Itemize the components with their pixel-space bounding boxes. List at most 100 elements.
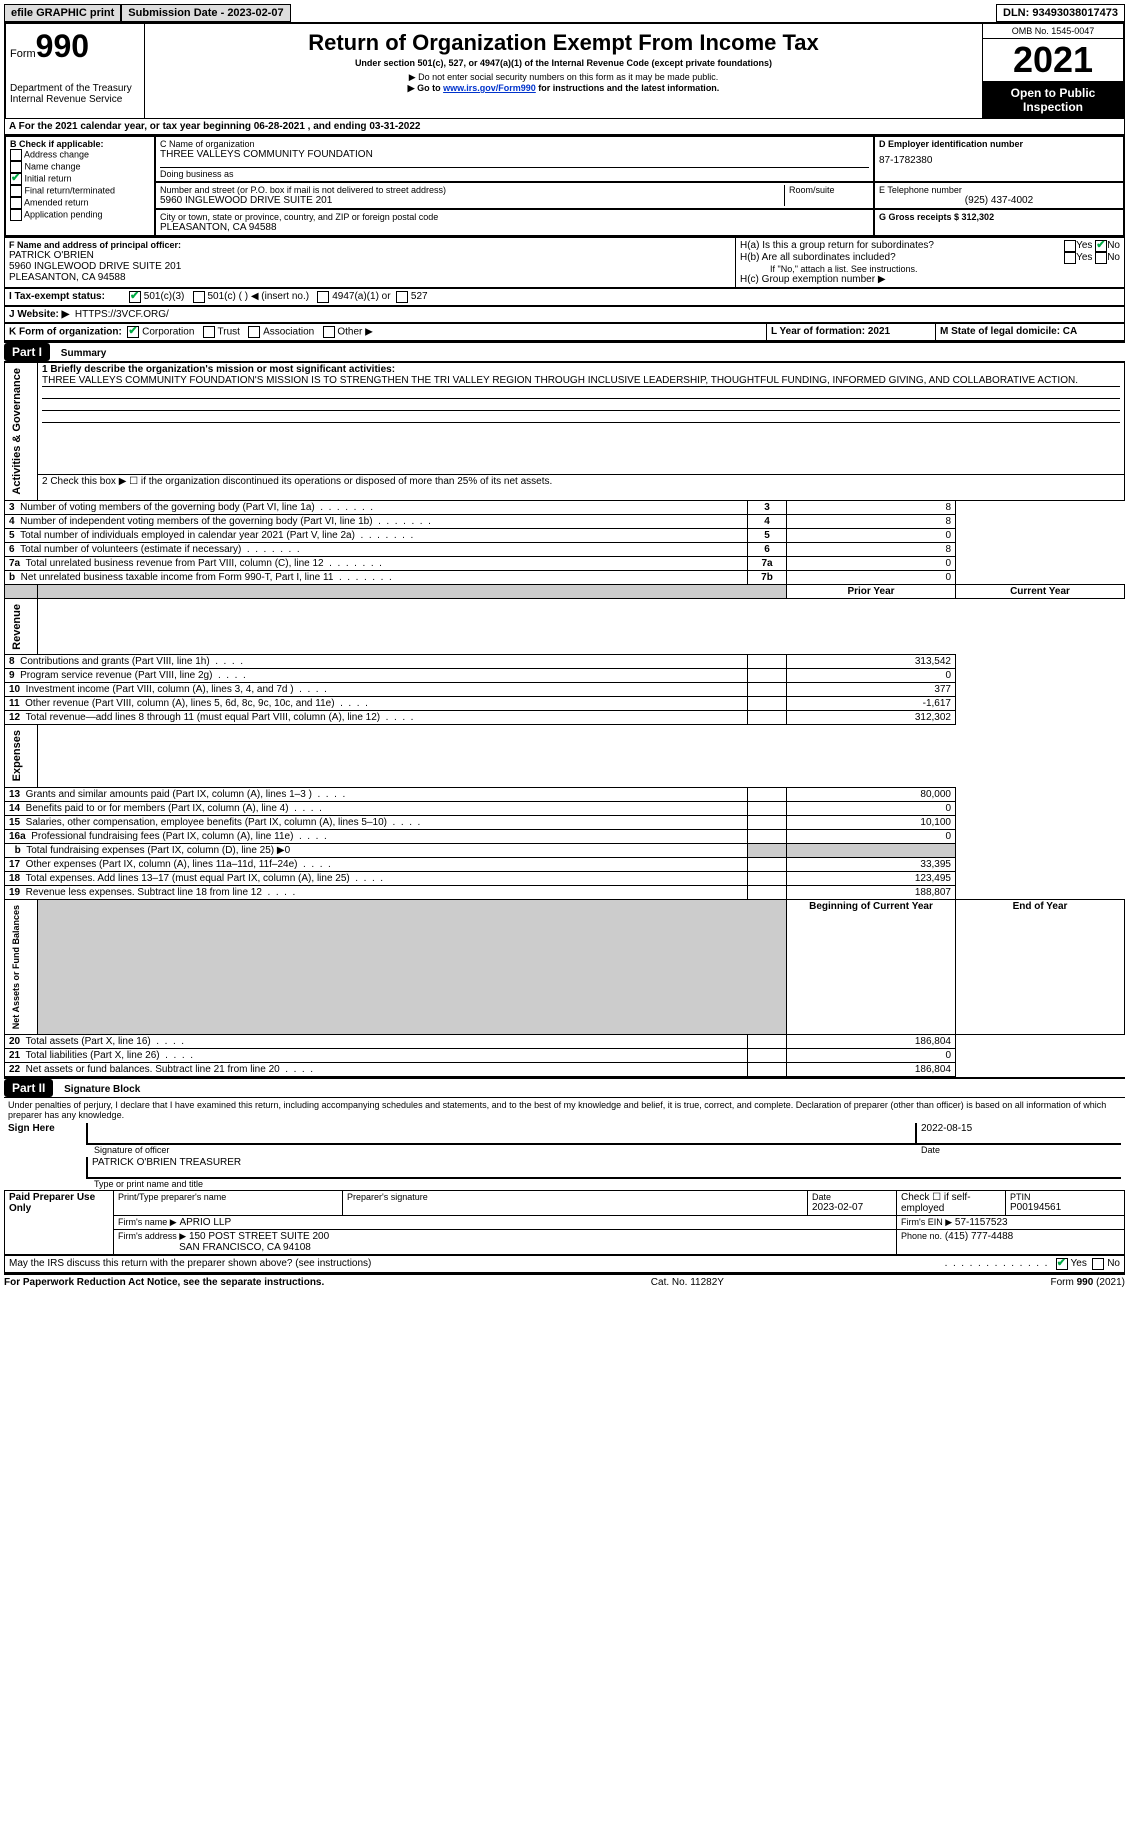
b-check[interactable]: [10, 149, 22, 161]
k-label: K Form of organization:: [9, 327, 122, 338]
hb-label: H(b) Are all subordinates included?: [740, 252, 1064, 264]
hc-label: H(c) Group exemption number ▶: [740, 274, 1120, 285]
note2-post: for instructions and the latest informat…: [536, 83, 720, 93]
open-to-public: Open to Public Inspection: [983, 82, 1123, 118]
k-corp[interactable]: [127, 326, 139, 338]
self-employed-check: Check ☐ if self-employed: [897, 1191, 1006, 1216]
firm-addr1: 150 POST STREET SUITE 200: [189, 1231, 329, 1242]
b-check[interactable]: [10, 197, 22, 209]
m-state: M State of legal domicile: CA: [935, 324, 1124, 340]
footer-left: For Paperwork Reduction Act Notice, see …: [4, 1277, 324, 1288]
b-item: Final return/terminated: [10, 185, 150, 197]
mission-text: THREE VALLEYS COMMUNITY FOUNDATION'S MIS…: [42, 375, 1120, 387]
page-footer: For Paperwork Reduction Act Notice, see …: [4, 1273, 1125, 1288]
website-row: J Website: ▶ HTTPS://3VCF.ORG/: [4, 306, 1125, 323]
i-4947[interactable]: [317, 291, 329, 303]
period-line: A For the 2021 calendar year, or tax yea…: [4, 118, 1125, 135]
sig-date: 2022-08-15: [915, 1123, 1121, 1145]
ha-yes[interactable]: [1064, 240, 1076, 252]
b-check[interactable]: [10, 185, 22, 197]
part1-table: Activities & Governance 1 Briefly descri…: [4, 362, 1125, 1077]
org-info-grid: B Check if applicable: Address change Na…: [4, 135, 1125, 237]
part2-heading: Signature Block: [56, 1084, 140, 1095]
prep-date-label: Date: [812, 1192, 892, 1202]
room-label: Room/suite: [784, 185, 869, 206]
discuss-label: May the IRS discuss this return with the…: [9, 1258, 945, 1270]
b-item: Amended return: [10, 197, 150, 209]
firm-ein: 57-1157523: [955, 1217, 1008, 1228]
ptin: P00194561: [1010, 1202, 1120, 1213]
i-501c3[interactable]: [129, 291, 141, 303]
k-opt0: Corporation: [142, 327, 194, 338]
paid-preparer-label: Paid Preparer Use Only: [5, 1191, 114, 1255]
k-trust[interactable]: [203, 326, 215, 338]
i-501c[interactable]: [193, 291, 205, 303]
vlabel-rev: Revenue: [9, 600, 25, 654]
form-header: Form990 Department of the Treasury Inter…: [4, 22, 1125, 118]
street-addr: 5960 INGLEWOOD DRIVE SUITE 201: [160, 195, 784, 206]
col-end: End of Year: [956, 899, 1125, 1034]
part1-header: Part I Summary: [4, 341, 1125, 362]
discuss-yes-label: Yes: [1071, 1258, 1087, 1270]
firm-ein-label: Firm's EIN ▶: [901, 1217, 952, 1227]
hb-yes[interactable]: [1064, 252, 1076, 264]
k-other[interactable]: [323, 326, 335, 338]
preparer-table: Paid Preparer Use Only Print/Type prepar…: [4, 1190, 1125, 1255]
discuss-row: May the IRS discuss this return with the…: [4, 1255, 1125, 1273]
irs-label: Internal Revenue Service: [10, 94, 140, 105]
dln: DLN: 93493038017473: [996, 4, 1125, 22]
l-year: L Year of formation: 2021: [766, 324, 935, 340]
j-label: J Website: ▶: [9, 309, 69, 320]
top-bar: efile GRAPHIC print Submission Date - 20…: [4, 4, 1125, 22]
vlabel-exp: Expenses: [9, 726, 25, 785]
efile-btn[interactable]: efile GRAPHIC print: [4, 4, 121, 22]
col-current: Current Year: [956, 584, 1125, 598]
discuss-no-label: No: [1107, 1258, 1120, 1270]
gross-receipts: G Gross receipts $ 312,302: [874, 209, 1124, 236]
sign-here-label: Sign Here: [4, 1122, 82, 1190]
vlabel-gov: Activities & Governance: [9, 364, 25, 499]
firm-addr-label: Firm's address ▶: [118, 1231, 186, 1241]
ptin-label: PTIN: [1010, 1192, 1120, 1202]
i-opt1: 501(c) ( ) ◀ (insert no.): [207, 291, 309, 303]
i-527[interactable]: [396, 291, 408, 303]
officer-printed-name: PATRICK O'BRIEN TREASURER: [86, 1157, 1121, 1179]
footer-990: 990: [1077, 1277, 1094, 1288]
form-number: 990: [36, 28, 89, 64]
prep-date: 2023-02-07: [812, 1202, 892, 1213]
hb-yes-label: Yes: [1076, 252, 1092, 264]
k-assoc[interactable]: [248, 326, 260, 338]
dba-label: Doing business as: [160, 169, 869, 179]
b-check[interactable]: [10, 173, 22, 185]
ha-label: H(a) Is this a group return for subordin…: [740, 240, 1064, 252]
footer-right-pre: Form: [1051, 1277, 1077, 1288]
form-label: Form: [10, 48, 36, 60]
irs-link[interactable]: www.irs.gov/Form990: [443, 83, 536, 93]
officer-addr2: PLEASANTON, CA 94588: [9, 272, 731, 283]
tax-exempt-row: I Tax-exempt status: 501(c)(3) 501(c) ( …: [4, 288, 1125, 306]
b-check[interactable]: [10, 209, 22, 221]
k-opt1: Trust: [218, 327, 240, 338]
f-h-row: F Name and address of principal officer:…: [4, 237, 1125, 288]
note2-pre: ▶ Go to: [408, 83, 443, 93]
vlabel-net: Net Assets or Fund Balances: [9, 901, 23, 1033]
firm-name: APRIO LLP: [179, 1217, 231, 1228]
part1-heading: Summary: [53, 348, 107, 359]
hb-no[interactable]: [1095, 252, 1107, 264]
b-item: Address change: [10, 149, 150, 161]
ha-no[interactable]: [1095, 240, 1107, 252]
city-label: City or town, state or province, country…: [160, 212, 869, 222]
k-opt3: Other ▶: [337, 327, 372, 338]
discuss-no[interactable]: [1092, 1258, 1104, 1270]
prep-sig-label: Preparer's signature: [347, 1192, 803, 1202]
date-label: Date: [921, 1145, 1121, 1155]
hb-note: If "No," attach a list. See instructions…: [740, 264, 1120, 274]
b-item: Initial return: [10, 173, 150, 185]
ssn-note: ▶ Do not enter social security numbers o…: [155, 72, 972, 83]
i-opt3: 527: [411, 291, 428, 303]
tax-year: 2021: [983, 38, 1123, 82]
e-label: E Telephone number: [879, 185, 1119, 195]
discuss-yes[interactable]: [1056, 1258, 1068, 1270]
phone: (925) 437-4002: [879, 195, 1119, 206]
i-label: I Tax-exempt status:: [9, 291, 129, 303]
